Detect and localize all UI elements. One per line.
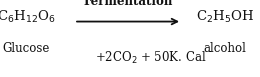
- Text: alcohol: alcohol: [204, 42, 246, 55]
- Text: Glucose: Glucose: [2, 42, 50, 55]
- Text: Fermentation: Fermentation: [83, 0, 173, 8]
- Text: +2CO$_2$ + 50K. Cal: +2CO$_2$ + 50K. Cal: [95, 50, 206, 66]
- Text: C$_2$H$_5$OH: C$_2$H$_5$OH: [196, 9, 254, 25]
- Text: C$_6$H$_{12}$O$_6$: C$_6$H$_{12}$O$_6$: [0, 9, 55, 25]
